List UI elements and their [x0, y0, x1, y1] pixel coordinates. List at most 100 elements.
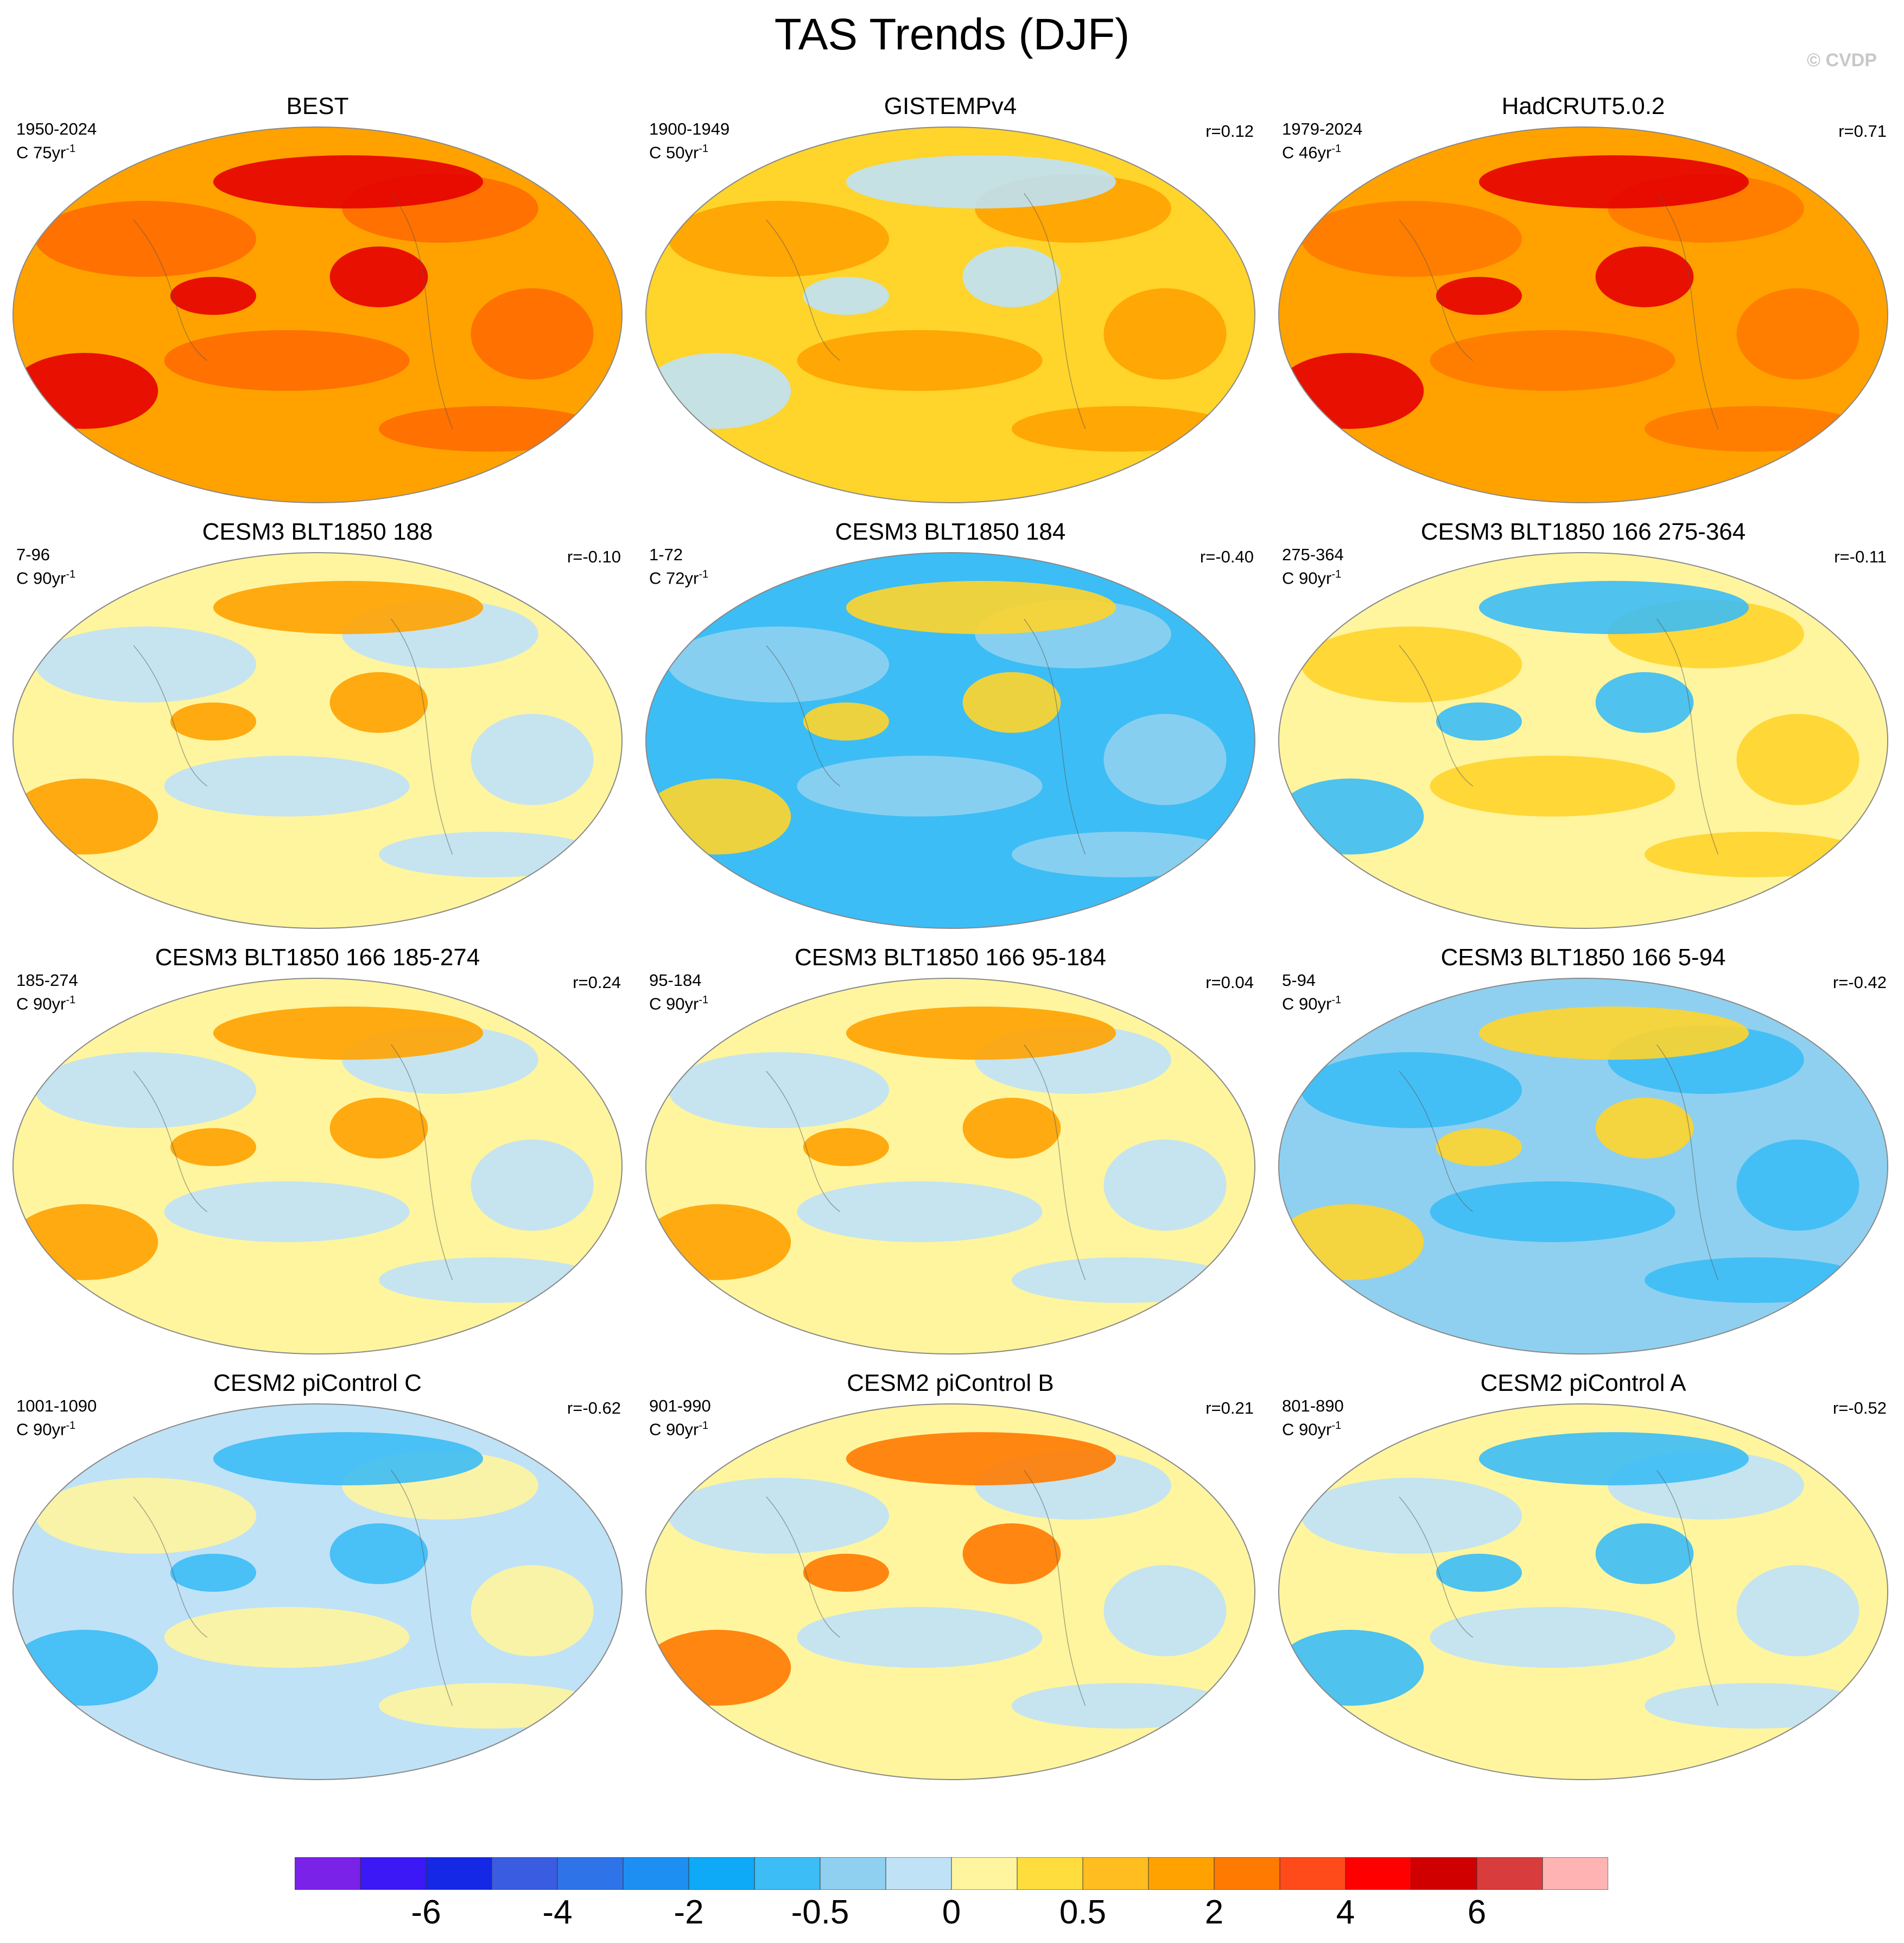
map-field-anomaly: [1279, 1630, 1424, 1706]
colorbar-bin: [1345, 1857, 1412, 1890]
units-prefix: C: [16, 143, 29, 162]
map-field-anomaly: [13, 1630, 158, 1706]
period-label: 275-364: [1282, 545, 1344, 564]
map-field-anomaly: [35, 626, 256, 702]
map-field-anomaly: [213, 1432, 484, 1485]
map-field-anomaly: [1279, 779, 1424, 855]
panel-title: CESM3 BLT1850 184: [835, 518, 1066, 545]
coastline: [133, 618, 453, 855]
panel-period-annotation: 275-364 C 90yr-1: [1282, 545, 1344, 588]
colorbar-bin: [754, 1857, 821, 1890]
map-field-anomaly: [379, 832, 600, 877]
map-plot: [1278, 126, 1888, 503]
map-field-anomaly: [471, 1565, 594, 1656]
panel-period-annotation: 1-72 C 72yr-1: [649, 545, 708, 588]
trend-length: 90yr: [33, 1420, 66, 1439]
pattern-correlation: r=-0.10: [567, 547, 621, 566]
colorbar: [295, 1857, 1608, 1890]
trend-units-label: C 90yr-1: [16, 1416, 97, 1439]
map-plot: [645, 1403, 1255, 1780]
map-field-anomaly: [803, 1554, 889, 1592]
map-plot: [12, 552, 623, 929]
map-field-anomaly: [797, 330, 1043, 391]
pattern-correlation: r=0.12: [1205, 122, 1254, 141]
map-field-anomaly: [1430, 1607, 1675, 1668]
panel-title: CESM3 BLT1850 188: [202, 518, 433, 545]
trend-units-label: C 90yr-1: [649, 990, 708, 1014]
colorbar-tick-label: 4: [1336, 1894, 1355, 1931]
map-field-anomaly: [1436, 702, 1522, 741]
colorbar-bin: [1017, 1857, 1083, 1890]
colorbar-tick-label: 2: [1204, 1894, 1224, 1931]
colorbar-bin: [295, 1857, 361, 1890]
pattern-correlation: r=0.71: [1838, 122, 1887, 141]
map-field-anomaly: [803, 277, 889, 315]
map-field-anomaly: [1595, 672, 1694, 733]
coastline: [133, 193, 453, 429]
map-plot: [645, 126, 1255, 503]
colorbar-tick-label: -2: [674, 1894, 704, 1931]
map-field-anomaly: [35, 201, 256, 277]
map-border: [12, 126, 623, 503]
map-field-anomaly: [1736, 288, 1859, 379]
panel-period-annotation: 1001-1090 C 90yr-1: [16, 1396, 97, 1439]
map-border: [12, 978, 623, 1355]
unit-exponent: -1: [699, 568, 709, 580]
panel-title: CESM2 piControl A: [1480, 1370, 1686, 1396]
map-field-anomaly: [846, 1432, 1116, 1485]
trend-units-label: C 90yr-1: [16, 990, 78, 1014]
period-label: 1001-1090: [16, 1396, 97, 1415]
panel-period-annotation: 801-890 C 90yr-1: [1282, 1396, 1344, 1439]
map-field-anomaly: [213, 581, 484, 634]
panel-period-annotation: 7-96 C 90yr-1: [16, 545, 75, 588]
trend-length: 50yr: [666, 143, 699, 162]
map-field-anomaly: [13, 779, 158, 855]
unit-exponent: -1: [699, 1420, 709, 1432]
trend-units-label: C 72yr-1: [649, 565, 708, 588]
map-field-anomaly: [1478, 1007, 1749, 1060]
map-field-anomaly: [213, 1007, 484, 1060]
map-field-anomaly: [1645, 406, 1865, 452]
map-field-anomaly: [164, 756, 410, 817]
map-field-anomaly: [1736, 714, 1859, 805]
cvdp-credit: © CVDP: [1807, 50, 1877, 71]
colorbar-bin: [623, 1857, 689, 1890]
trend-length: 75yr: [33, 143, 66, 162]
map-field-anomaly: [1478, 1432, 1749, 1485]
colorbar-bin: [688, 1857, 755, 1890]
pattern-correlation: r=0.04: [1205, 973, 1254, 992]
unit-exponent: -1: [1331, 994, 1342, 1006]
map-field-anomaly: [646, 1204, 791, 1280]
map-field-anomaly: [846, 581, 1116, 634]
coastline: [133, 1470, 453, 1706]
map-field-anomaly: [1103, 1565, 1227, 1656]
period-label: 185-274: [16, 971, 78, 990]
map-plot: [1278, 552, 1888, 929]
coastline: [1399, 193, 1719, 429]
pattern-correlation: r=0.24: [573, 973, 621, 992]
map-field-anomaly: [1430, 330, 1675, 391]
units-prefix: C: [16, 568, 29, 588]
map-field-anomaly: [1012, 832, 1233, 877]
map-border: [1278, 1403, 1888, 1780]
map-field-anomaly: [962, 1098, 1061, 1159]
period-label: 5-94: [1282, 971, 1316, 990]
map-field-anomaly: [1478, 581, 1749, 634]
map-field-anomaly: [1012, 406, 1233, 452]
unit-exponent: -1: [1331, 568, 1342, 580]
map-field-anomaly: [1430, 756, 1675, 817]
map-plot: [12, 126, 623, 503]
trend-length: 90yr: [1299, 568, 1332, 588]
trend-length: 90yr: [33, 568, 66, 588]
pattern-correlation: r=-0.40: [1199, 547, 1254, 566]
trend-length: 90yr: [33, 994, 66, 1014]
map-field-anomaly: [1012, 1683, 1233, 1729]
unit-exponent: -1: [1331, 1420, 1342, 1432]
map-field-anomaly: [1645, 832, 1865, 877]
map-field-anomaly: [1103, 288, 1227, 379]
unit-exponent: -1: [699, 994, 709, 1006]
map-field-anomaly: [1103, 714, 1227, 805]
map-panel: CESM2 piControl C 1001-1090 C 90yr-1 r=-0.6…: [5, 1368, 630, 1792]
map-plot: [645, 552, 1255, 929]
panel-title: CESM3 BLT1850 166 95-184: [795, 944, 1106, 971]
